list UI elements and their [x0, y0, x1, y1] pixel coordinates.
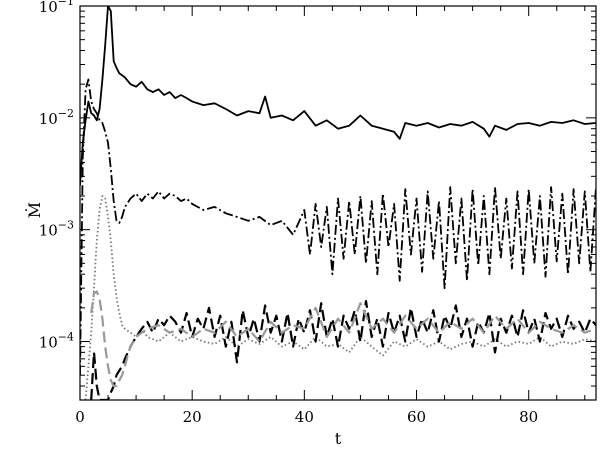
y-tick-label-base: 10 — [39, 222, 58, 240]
series-line-2-dash-dot — [80, 78, 596, 376]
series-line-4-long-dash — [90, 300, 596, 400]
x-axis-label: t — [335, 429, 342, 448]
series-line-1-solid — [80, 6, 596, 186]
y-tick-label-exponent: −2 — [58, 107, 74, 120]
y-tick-label: 10−1 — [39, 0, 74, 16]
y-tick-label-base: 10 — [39, 0, 58, 16]
series-line-3-dotted — [84, 195, 596, 400]
series-line-5-long-dash — [90, 290, 596, 388]
y-tick-label: 10−3 — [39, 219, 74, 240]
x-tick-label: 60 — [407, 408, 426, 426]
y-tick-label-base: 10 — [39, 334, 58, 352]
y-tick-label-base: 10 — [39, 110, 58, 128]
x-tick-label: 20 — [183, 408, 202, 426]
x-tick-label: 40 — [295, 408, 314, 426]
ticks-layer — [79, 5, 596, 401]
y-tick-label-exponent: −3 — [58, 219, 74, 232]
y-axis-label: Ṁ — [24, 202, 44, 218]
y-tick-label: 10−2 — [39, 107, 74, 128]
y-tick-label-exponent: −1 — [58, 0, 74, 8]
series-layer — [80, 6, 596, 400]
plot-frame — [79, 5, 597, 401]
y-tick-label: 10−4 — [39, 331, 74, 352]
y-tick-label-exponent: −4 — [58, 331, 74, 344]
x-tick-label: 0 — [75, 408, 85, 426]
x-tick-label: 80 — [519, 408, 538, 426]
